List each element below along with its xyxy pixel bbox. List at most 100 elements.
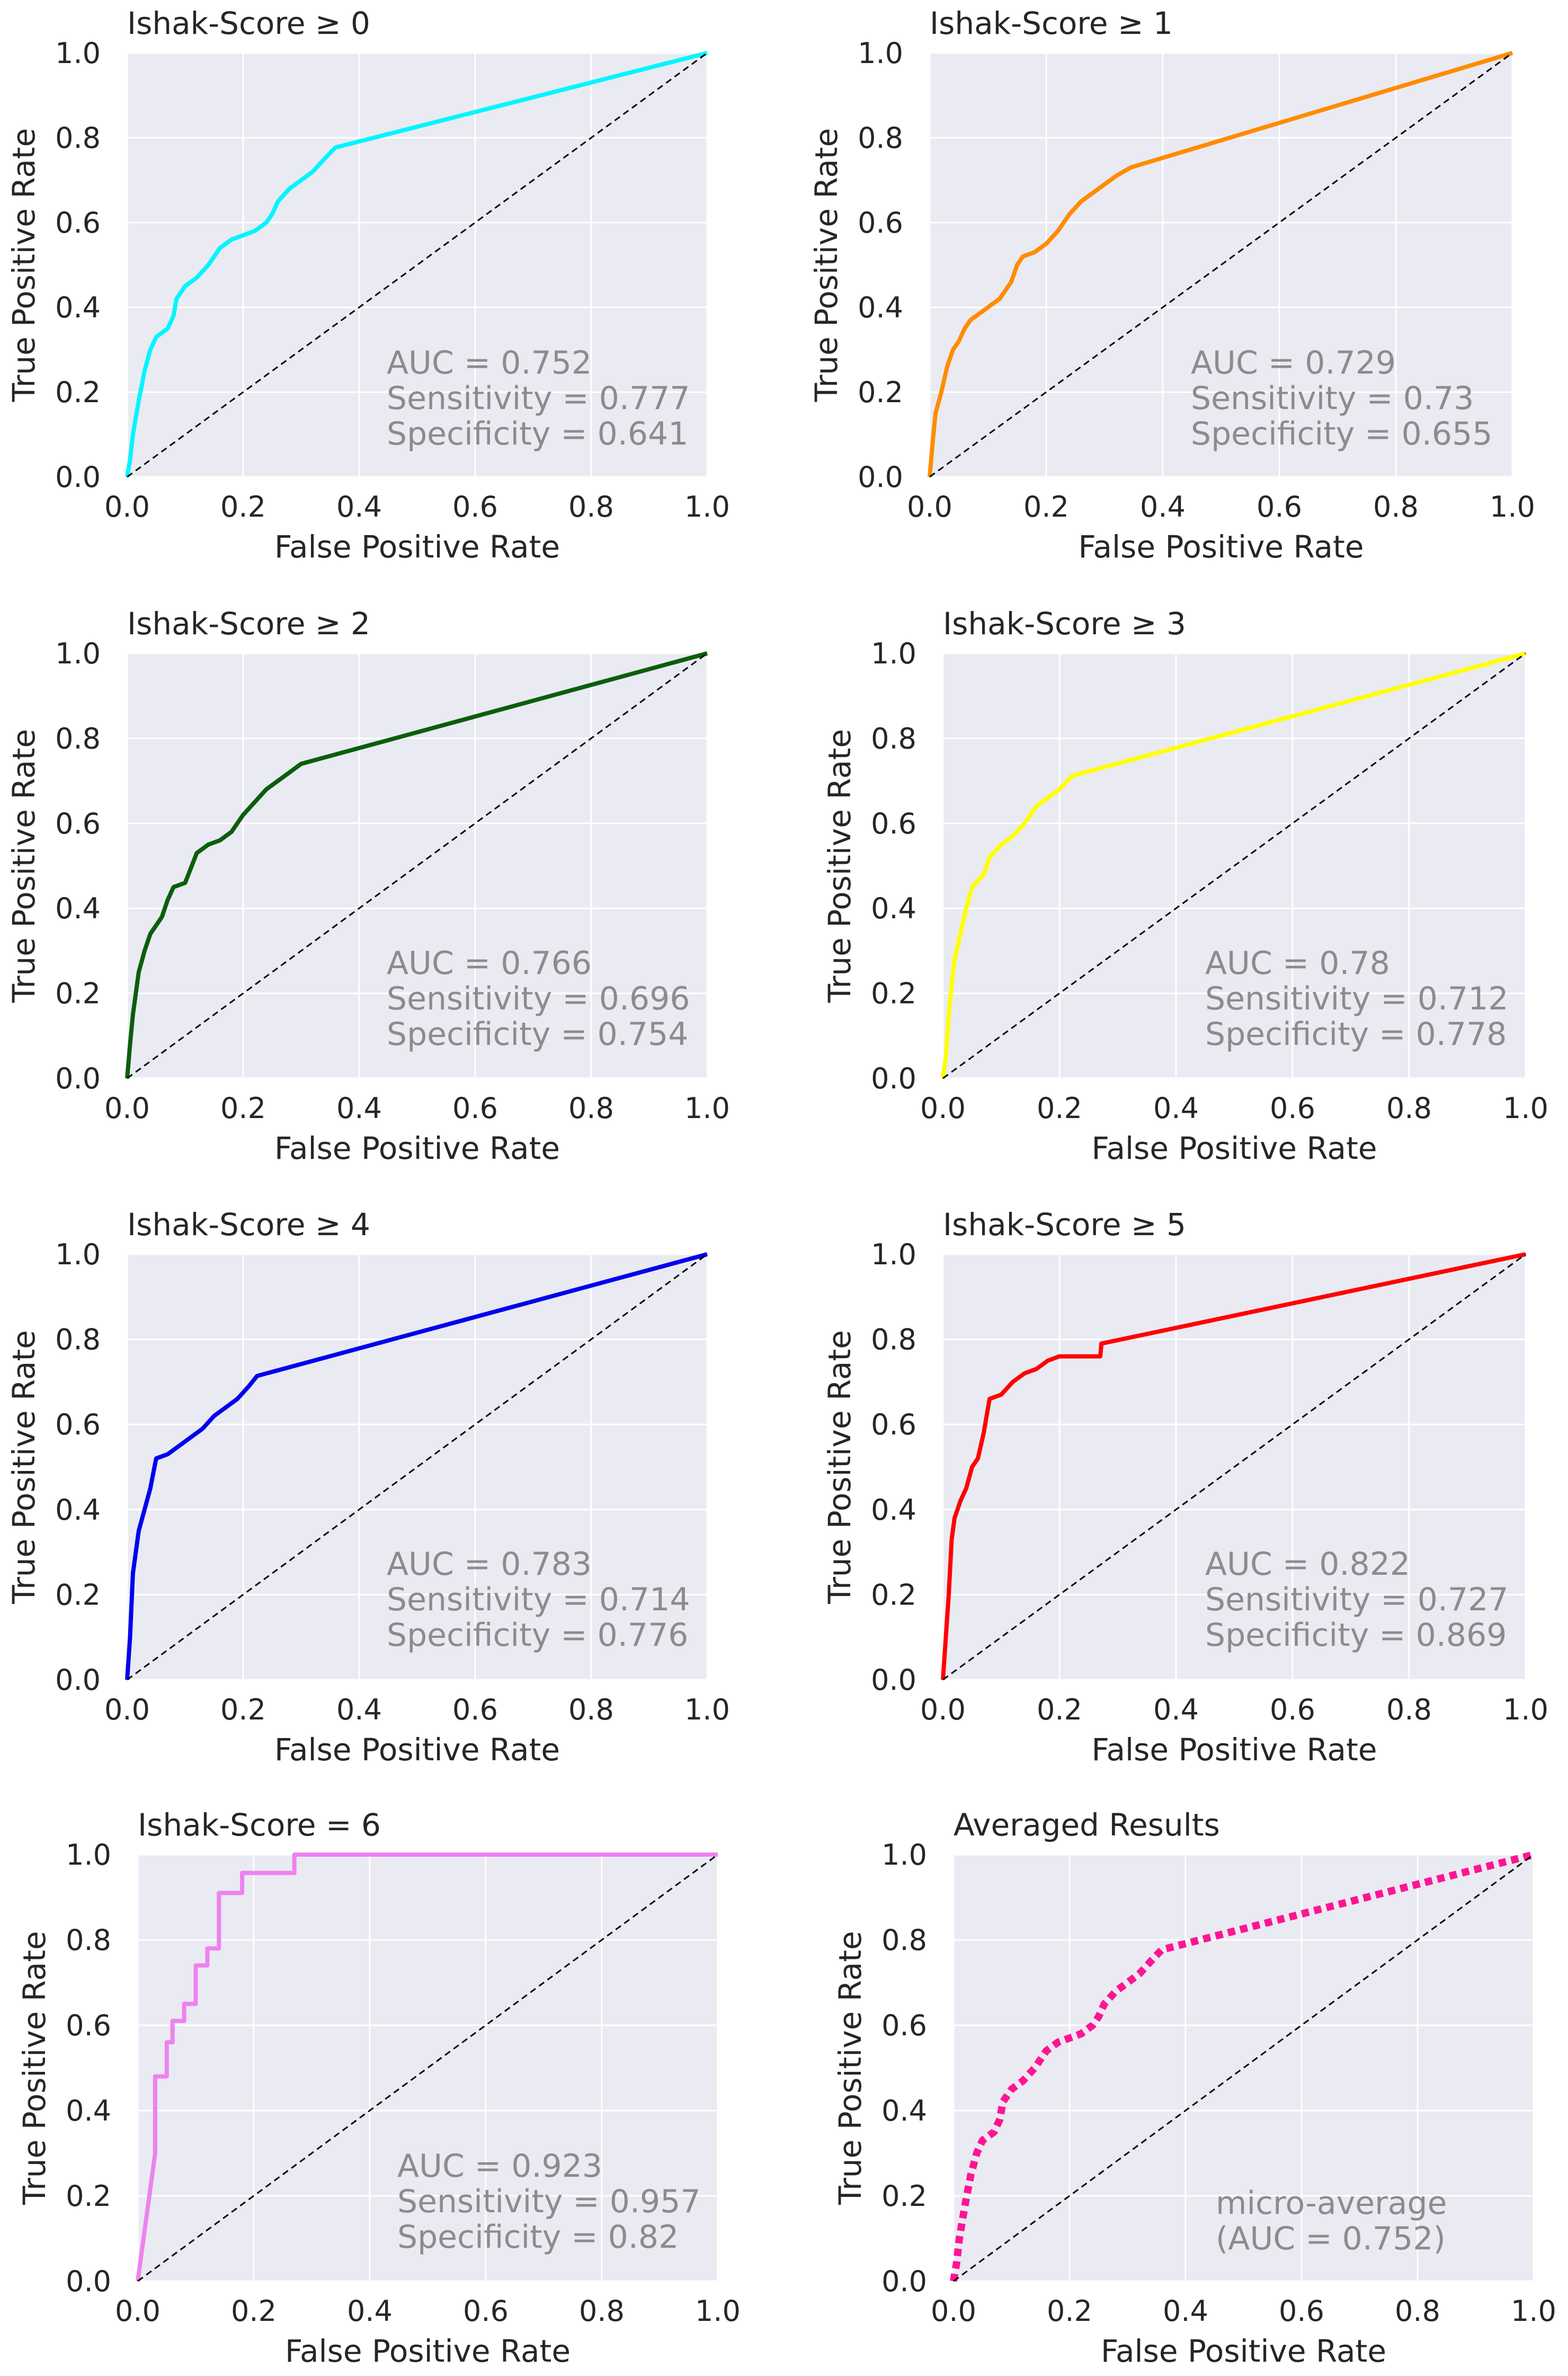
y-tick-label: 0.4: [55, 892, 101, 925]
y-tick-label: 0.6: [858, 206, 903, 240]
x-tick-label: 0.8: [568, 1092, 614, 1125]
x-tick-label: 0.0: [104, 1693, 150, 1726]
x-tick-label: 0.2: [1037, 1693, 1082, 1726]
y-axis-label: True Positive Rate: [16, 1931, 52, 2205]
y-tick-label: 0.0: [871, 1062, 916, 1095]
x-tick-label: 1.0: [1490, 490, 1535, 524]
x-tick-label: 1.0: [695, 2294, 741, 2328]
panel-title: Ishak-Score ≥ 3: [943, 606, 1186, 642]
y-tick-label: 0.8: [881, 1923, 927, 1957]
x-axis-label: False Positive Rate: [1091, 1130, 1377, 1166]
x-tick-label: 0.4: [347, 2294, 393, 2328]
x-axis-label: False Positive Rate: [1091, 1732, 1377, 1768]
y-tick-label: 1.0: [55, 637, 101, 670]
roc-curve: [136, 1852, 718, 2282]
x-tick-label: 1.0: [1503, 1693, 1548, 1726]
roc-panel-2: 0.0 0.2 0.4 0.6 0.8 1.0 0.0 0.2 0.4 0.6 0.8 1.0 Isha…: [6, 606, 730, 1166]
roc-panel-7: 0.0 0.2 0.4 0.6 0.8 1.0 0.0 0.2 0.4 0.6 0.8 1.0 Aver…: [832, 1807, 1556, 2369]
x-tick-label: 0.0: [920, 1092, 966, 1125]
roc-panel-5: 0.0 0.2 0.4 0.6 0.8 1.0 0.0 0.2 0.4 0.6 0.8 1.0 Isha…: [822, 1207, 1548, 1768]
x-tick-label: 0.8: [1373, 490, 1419, 524]
annotation-line: Specificity = 0.754: [387, 1016, 688, 1053]
x-axis-label: False Positive Rate: [274, 529, 560, 565]
annotation-line: Sensitivity = 0.696: [387, 980, 690, 1017]
annotation-line: Specificity = 0.655: [1191, 415, 1492, 453]
chance-diagonal-line: [942, 1253, 1526, 1681]
roc-curve: [125, 651, 708, 1079]
roc-panel-0: 0.0 0.2 0.4 0.6 0.8 1.0 0.0 0.2 0.4 0.6 0.8 1.0 Isha…: [6, 5, 730, 565]
x-tick-label: 1.0: [684, 490, 730, 524]
x-tick-label: 0.6: [1270, 1092, 1315, 1125]
annotation-line: micro-average: [1216, 2185, 1447, 2222]
y-tick-label: 0.6: [66, 2009, 111, 2042]
chance-diagonal-line: [127, 52, 708, 478]
y-tick-label: 0.8: [871, 1323, 916, 1357]
y-tick-label: 0.8: [858, 121, 903, 155]
x-tick-label: 1.0: [684, 1092, 730, 1125]
x-tick-label: 1.0: [684, 1693, 730, 1726]
x-tick-label: 0.6: [452, 1693, 498, 1726]
annotation-line: AUC = 0.729: [1191, 344, 1396, 382]
chance-diagonal-line: [929, 52, 1513, 478]
annotation-line: AUC = 0.783: [387, 1546, 592, 1583]
y-tick-label: 0.6: [55, 206, 101, 240]
y-axis-label: True Positive Rate: [822, 729, 858, 1004]
x-tick-label: 0.6: [1279, 2294, 1324, 2328]
annotation-line: Specificity = 0.82: [397, 2219, 679, 2256]
x-tick-label: 0.2: [1047, 2294, 1092, 2328]
y-tick-label: 0.6: [55, 807, 101, 840]
y-tick-label: 0.0: [55, 460, 101, 494]
chance-diagonal-line: [953, 1854, 1534, 2282]
x-tick-label: 0.8: [568, 490, 614, 524]
x-tick-label: 0.0: [920, 1693, 966, 1726]
y-tick-label: 0.4: [871, 892, 916, 925]
roc-curve: [125, 1252, 708, 1680]
annotation-line: AUC = 0.78: [1205, 945, 1390, 982]
panel-title: Ishak-Score ≥ 0: [127, 5, 370, 41]
x-tick-label: 0.0: [115, 2294, 161, 2328]
y-tick-label: 1.0: [871, 637, 916, 670]
x-axis-label: False Positive Rate: [274, 1732, 560, 1768]
x-tick-label: 0.4: [1163, 2294, 1208, 2328]
roc-curve: [125, 51, 708, 477]
y-tick-label: 0.4: [55, 1493, 101, 1527]
x-tick-label: 0.0: [907, 490, 952, 524]
panel-title: Ishak-Score ≥ 1: [930, 5, 1173, 41]
y-tick-label: 1.0: [871, 1238, 916, 1271]
x-axis-label: False Positive Rate: [274, 1130, 560, 1166]
x-tick-label: 1.0: [1511, 2294, 1556, 2328]
x-axis-label: False Positive Rate: [1078, 529, 1364, 565]
y-tick-label: 0.6: [871, 1408, 916, 1441]
annotation-line: Sensitivity = 0.714: [387, 1581, 690, 1618]
roc-panel-6: 0.0 0.2 0.4 0.6 0.8 1.0 0.0 0.2 0.4 0.6 0.8 1.0 Isha…: [16, 1807, 741, 2369]
y-axis-label: True Positive Rate: [832, 1931, 868, 2205]
panel-title: Ishak-Score = 6: [138, 1807, 381, 1843]
x-tick-label: 0.4: [336, 1092, 382, 1125]
y-tick-label: 0.2: [871, 1578, 916, 1611]
x-tick-label: 0.2: [1023, 490, 1069, 524]
x-tick-label: 0.4: [336, 490, 382, 524]
annotation-line: Specificity = 0.778: [1205, 1016, 1507, 1053]
x-tick-label: 0.4: [336, 1693, 382, 1726]
y-tick-label: 0.4: [858, 291, 903, 324]
roc-curve: [941, 651, 1527, 1079]
y-axis-label: True Positive Rate: [6, 1330, 42, 1604]
y-tick-label: 0.0: [881, 2265, 927, 2298]
y-tick-label: 0.8: [55, 1323, 101, 1357]
chance-diagonal-line: [127, 652, 708, 1079]
y-axis-label: True Positive Rate: [808, 128, 844, 403]
x-axis-label: False Positive Rate: [1101, 2333, 1386, 2369]
y-tick-label: 0.2: [858, 376, 903, 409]
annotation-line: (AUC = 0.752): [1216, 2220, 1446, 2257]
y-tick-label: 0.8: [66, 1923, 111, 1957]
y-tick-label: 0.0: [55, 1062, 101, 1095]
x-axis-label: False Positive Rate: [285, 2333, 571, 2369]
x-tick-label: 0.4: [1153, 1092, 1199, 1125]
y-tick-label: 0.2: [881, 2179, 927, 2213]
x-tick-label: 0.2: [1037, 1092, 1082, 1125]
roc-curve: [941, 1252, 1526, 1680]
x-tick-label: 0.8: [1395, 2294, 1440, 2328]
annotation-line: AUC = 0.752: [387, 344, 592, 382]
panel-title: Averaged Results: [954, 1807, 1220, 1843]
